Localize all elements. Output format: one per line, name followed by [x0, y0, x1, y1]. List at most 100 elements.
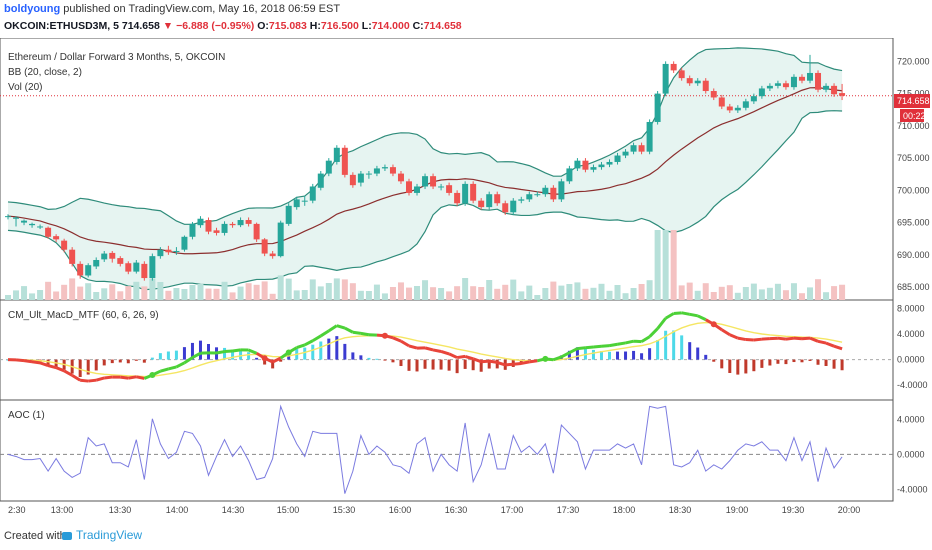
macd-line-segment: [432, 348, 442, 353]
volume-bar: [486, 280, 493, 300]
volume-bar: [285, 278, 292, 300]
candle-body: [678, 70, 685, 79]
candle-body: [373, 168, 380, 174]
candle-body: [133, 262, 140, 272]
macd-tick-label: 8.0000: [897, 303, 925, 313]
candle-body: [478, 200, 485, 208]
candle-body: [646, 121, 653, 152]
macd-hist-bar: [287, 353, 291, 360]
candle-body: [630, 145, 637, 152]
candle-body: [566, 168, 573, 182]
volume-bar: [21, 286, 28, 300]
volume-bar: [470, 286, 477, 300]
author-link[interactable]: boldyoung: [4, 3, 61, 15]
candle-body: [309, 186, 316, 201]
macd-line-segment: [505, 362, 514, 367]
volume-bar: [782, 290, 789, 300]
macd-line-segment: [697, 314, 707, 321]
published-text: published on TradingView.com, May 16, 20…: [60, 3, 341, 15]
macd-hist-bar: [223, 347, 227, 360]
candle-body: [229, 223, 236, 226]
candle-body: [758, 88, 765, 97]
candle-body: [670, 63, 677, 71]
time-tick-label: 18:00: [613, 505, 636, 515]
macd-hist-bar: [736, 359, 740, 375]
macd-line-segment: [23, 359, 33, 364]
candle-body: [454, 192, 461, 204]
macd-hist-bar: [591, 349, 595, 360]
macd-line-segment: [88, 378, 97, 383]
candle-body: [582, 160, 589, 170]
macd-line-segment: [120, 375, 129, 380]
candle-body: [422, 176, 429, 187]
macd-line-segment: [513, 361, 522, 366]
macd-hist-bar: [126, 359, 130, 364]
volume-bar: [454, 286, 461, 300]
aoc-line: [7, 404, 843, 494]
macd-line-segment: [136, 375, 145, 380]
candle-body: [381, 167, 388, 169]
macd-hist-bar: [800, 359, 804, 363]
volume-bar: [807, 287, 813, 300]
volume-bar: [229, 292, 236, 300]
candle-body: [839, 93, 846, 96]
time-tick-label: 15:00: [277, 505, 300, 515]
candles: [5, 54, 846, 281]
last-price: 714.658: [121, 20, 160, 32]
candle-body: [61, 240, 68, 250]
price-tick-label: 700.000: [897, 185, 930, 195]
macd-cross-dot: [261, 355, 268, 362]
tradingview-link[interactable]: TradingView: [62, 528, 142, 542]
macd-hist-bar: [720, 359, 724, 369]
candle-body: [414, 186, 421, 193]
chart-canvas[interactable]: 720.000 715.000 710.000 705.000 700.000 695.0…: [0, 38, 932, 522]
macd-line-segment: [71, 374, 81, 382]
volume-bar: [758, 289, 765, 300]
volume-bar: [213, 288, 220, 300]
volume-bar: [839, 284, 846, 300]
high-label: H:: [309, 20, 321, 32]
macd-line-segment: [168, 365, 177, 371]
volume-bar: [357, 290, 364, 300]
volume-bar: [502, 284, 509, 300]
volume-bar: [542, 288, 549, 300]
volume-bar: [69, 278, 76, 300]
candle-body: [462, 183, 469, 204]
macd-line-segment: [753, 337, 763, 342]
price-tick-label: 720.000: [897, 56, 930, 66]
candle-body: [301, 200, 308, 202]
volume-bar: [798, 293, 805, 300]
volume-bar: [341, 279, 348, 300]
macd-line-segment: [585, 345, 594, 350]
volume-bar: [365, 291, 372, 300]
macd-line-segment: [801, 336, 811, 341]
candle-body: [694, 80, 701, 84]
macd-hist-bar: [311, 344, 315, 360]
volume-bar: [831, 286, 838, 300]
symbol: OKCOIN:ETHUSD3M, 5: [4, 20, 119, 32]
macd-line-segment: [625, 339, 634, 345]
macd-hist-bar: [102, 359, 106, 366]
candle-body: [446, 185, 453, 193]
macd-line-segment: [481, 359, 490, 364]
macd-line-segment: [456, 354, 466, 360]
volume-bar: [349, 283, 356, 300]
time-tick-label: 14:00: [166, 505, 189, 515]
volume-bar: [85, 283, 92, 300]
aoc-tick-label: 0.0000: [897, 449, 925, 459]
time-tick-label: 15:30: [333, 505, 356, 515]
candle-body: [341, 147, 348, 175]
volume-bars: [5, 230, 846, 300]
candle-body: [69, 249, 76, 264]
candle-body: [125, 263, 132, 272]
macd-hist-bar: [575, 347, 579, 360]
candle-body: [526, 194, 533, 200]
candle-body: [718, 97, 725, 107]
macd-line-segment: [496, 360, 506, 367]
macd-line-segment: [488, 359, 498, 364]
candle-body: [702, 80, 709, 92]
candle-body: [173, 250, 180, 252]
candle-body: [189, 223, 196, 237]
candle-body: [277, 222, 284, 257]
macd-line-segment: [95, 376, 105, 382]
